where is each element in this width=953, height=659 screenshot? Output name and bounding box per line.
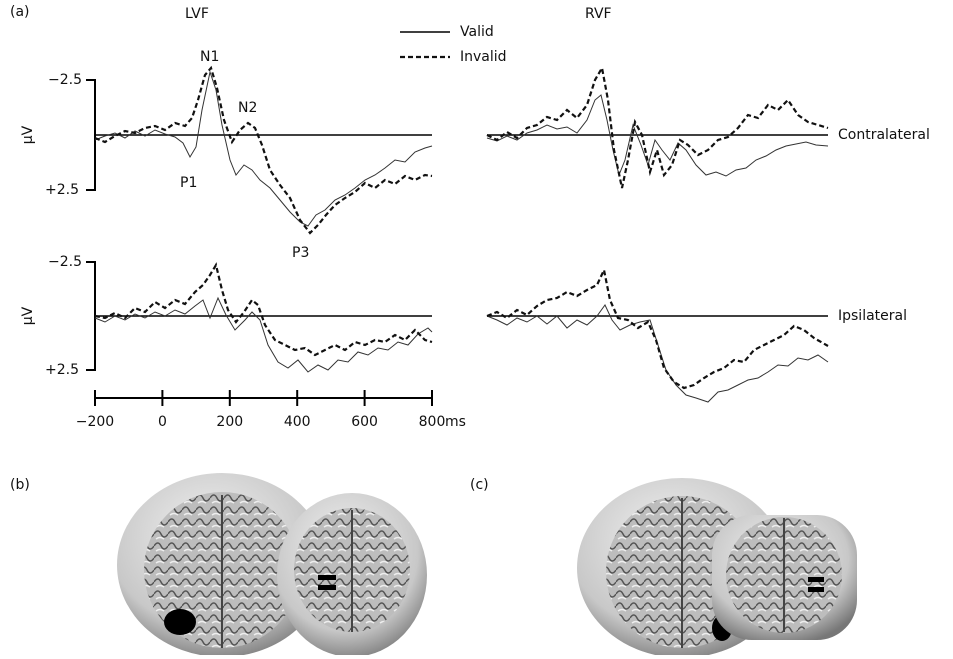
y-tick-label: −2.5 bbox=[48, 72, 82, 88]
field-label: RVF bbox=[585, 6, 612, 22]
x-tick-label: 200 bbox=[216, 414, 243, 430]
waveform-valid bbox=[486, 304, 829, 403]
waveform-valid bbox=[94, 70, 433, 227]
brain-back-view bbox=[277, 493, 427, 657]
row-label: Ipsilateral bbox=[838, 308, 907, 324]
panel-label: (a) bbox=[10, 4, 30, 20]
brain-back-view bbox=[712, 515, 857, 640]
waveform-invalid bbox=[486, 266, 829, 390]
y-tick-label: +2.5 bbox=[45, 362, 79, 378]
y-tick-label: +2.5 bbox=[45, 182, 79, 198]
waveform-invalid bbox=[94, 65, 433, 235]
x-axis-unit: ms bbox=[445, 414, 466, 430]
waveform-invalid bbox=[94, 262, 433, 357]
x-tick-label: 800 bbox=[419, 414, 446, 430]
x-tick-label: −200 bbox=[76, 414, 114, 430]
x-tick-label: 400 bbox=[284, 414, 311, 430]
panel-label: (b) bbox=[10, 477, 30, 493]
brain-top-view bbox=[117, 473, 327, 657]
component-label: N1 bbox=[200, 49, 219, 65]
waveform-invalid bbox=[486, 64, 829, 189]
legend-label: Invalid bbox=[460, 49, 507, 65]
component-label: N2 bbox=[238, 100, 257, 116]
y-axis-label: µV bbox=[20, 125, 36, 144]
component-label: P3 bbox=[292, 245, 309, 261]
component-label: P1 bbox=[180, 175, 197, 191]
y-axis-label: µV bbox=[20, 306, 36, 325]
panel-label: (c) bbox=[470, 477, 489, 493]
y-axis bbox=[86, 261, 96, 371]
x-tick-label: 0 bbox=[158, 414, 167, 430]
x-ticks: −200 0 200 400 600 800 bbox=[76, 390, 446, 430]
row-label: Contralateral bbox=[838, 127, 930, 143]
y-axis bbox=[86, 79, 96, 191]
legend-label: Valid bbox=[460, 24, 494, 40]
y-tick-label: −2.5 bbox=[48, 254, 82, 270]
waveform-valid bbox=[94, 296, 433, 373]
x-tick-label: 600 bbox=[351, 414, 378, 430]
field-label: LVF bbox=[185, 6, 209, 22]
